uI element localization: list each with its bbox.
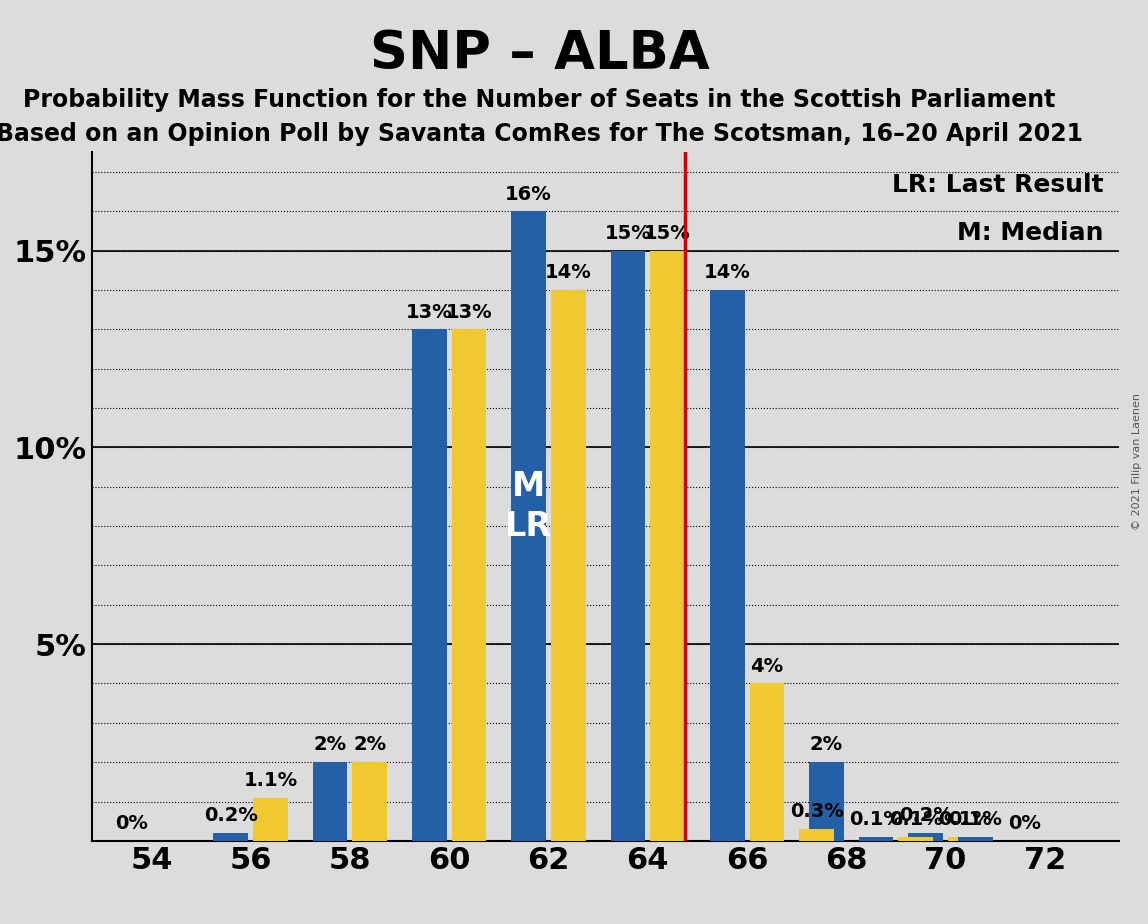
Text: 13%: 13% xyxy=(445,302,492,322)
Bar xyxy=(214,833,248,841)
Text: M: Median: M: Median xyxy=(957,222,1104,245)
Bar xyxy=(948,837,983,841)
Text: LR: Last Result: LR: Last Result xyxy=(892,173,1104,197)
Bar xyxy=(611,250,645,841)
Bar xyxy=(908,833,944,841)
Text: 0.1%: 0.1% xyxy=(939,810,992,829)
Text: 0.3%: 0.3% xyxy=(790,802,844,821)
Text: 16%: 16% xyxy=(505,185,552,203)
Text: 2%: 2% xyxy=(354,736,387,754)
Bar xyxy=(352,762,387,841)
Bar xyxy=(859,837,893,841)
Bar xyxy=(451,330,487,841)
Bar xyxy=(899,837,933,841)
Text: 0.1%: 0.1% xyxy=(948,810,1002,829)
Text: 0%: 0% xyxy=(115,814,148,833)
Text: © 2021 Filip van Laenen: © 2021 Filip van Laenen xyxy=(1132,394,1142,530)
Bar xyxy=(799,829,833,841)
Bar xyxy=(709,290,745,841)
Text: 0.2%: 0.2% xyxy=(204,806,258,825)
Bar xyxy=(551,290,585,841)
Text: 2%: 2% xyxy=(313,736,347,754)
Text: Probability Mass Function for the Number of Seats in the Scottish Parliament: Probability Mass Function for the Number… xyxy=(23,88,1056,112)
Bar xyxy=(809,762,844,841)
Text: 14%: 14% xyxy=(545,263,591,282)
Text: 4%: 4% xyxy=(751,657,783,675)
Text: 15%: 15% xyxy=(644,224,691,243)
Bar xyxy=(412,330,447,841)
Bar xyxy=(650,250,685,841)
Bar xyxy=(750,684,784,841)
Text: 0.1%: 0.1% xyxy=(850,810,903,829)
Text: SNP – ALBA: SNP – ALBA xyxy=(370,28,709,79)
Text: 0.2%: 0.2% xyxy=(899,806,953,825)
Text: 1.1%: 1.1% xyxy=(243,771,297,790)
Bar xyxy=(254,797,288,841)
Bar xyxy=(312,762,348,841)
Text: Based on an Opinion Poll by Savanta ComRes for The Scotsman, 16–20 April 2021: Based on an Opinion Poll by Savanta ComR… xyxy=(0,122,1083,146)
Text: 2%: 2% xyxy=(809,736,843,754)
Bar xyxy=(511,212,546,841)
Text: 0.1%: 0.1% xyxy=(889,810,943,829)
Text: 15%: 15% xyxy=(605,224,651,243)
Bar xyxy=(957,837,993,841)
Text: 13%: 13% xyxy=(406,302,452,322)
Text: 14%: 14% xyxy=(704,263,751,282)
Text: M
LR: M LR xyxy=(505,469,552,543)
Text: 0%: 0% xyxy=(1009,814,1041,833)
